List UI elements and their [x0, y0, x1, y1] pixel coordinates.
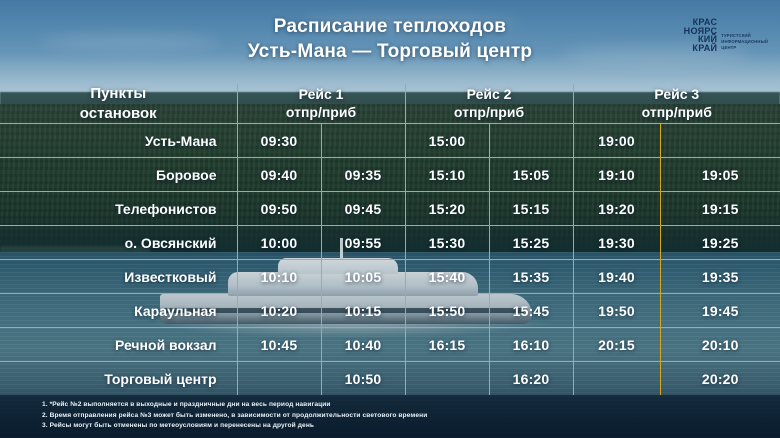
table-row: Телефонистов 09:50 09:45 15:20 15:15 19:…: [0, 191, 780, 227]
trip1-departure: 10:10: [236, 259, 321, 295]
trip3-departure: [572, 361, 660, 395]
trip3-arrival: 20:20: [659, 361, 780, 395]
trip2-departure: 15:50: [404, 293, 489, 329]
table-header-row: Пункты остановок Рейс 1 отпр/приб Рейс 2…: [0, 84, 780, 124]
logo-subtitle-line3: ЦЕНТР: [721, 44, 737, 50]
trip2-arrival: 15:15: [488, 191, 573, 227]
stop-name: Караульная: [0, 293, 237, 329]
trip2-departure: 15:40: [404, 259, 489, 295]
trip1-departure: 10:45: [236, 327, 321, 363]
trip2-arrival: 16:10: [488, 327, 573, 363]
trip3-arrival: [659, 123, 780, 159]
trip1-departure: 10:20: [236, 293, 321, 329]
stop-name: Торговый центр: [104, 370, 217, 387]
page-title: Расписание теплоходов Усть-Мана — Торгов…: [0, 14, 780, 64]
header-trip-3: Рейс 3 отпр/приб: [572, 84, 780, 124]
logo-line-2: НОЯРС: [683, 25, 718, 36]
trip1-departure: 09:40: [236, 157, 321, 193]
logo-wordmark: КРАС НОЯРС КИЙ КРАЙ: [684, 18, 718, 53]
table-row: Усть-Мана 09:30 15:00 19:00: [0, 123, 780, 159]
krasnoyarsk-krai-logo: КРАС НОЯРС КИЙ КРАЙ ТУРИСТСКИЙ ИНФОРМАЦИ…: [684, 18, 768, 53]
trip3-departure: 19:50: [572, 293, 660, 329]
trip3-departure: 19:20: [572, 191, 660, 227]
footnotes: 1. *Рейс №2 выполняется в выходные и пра…: [0, 395, 780, 438]
trip2-arrival: 15:35: [488, 259, 573, 295]
trip3-departure: 19:10: [572, 157, 660, 193]
trip2-departure: 15:10: [404, 157, 489, 193]
header-trip-1-sub: отпр/приб: [285, 103, 357, 120]
header-trip-2-name: Рейс 2: [466, 86, 512, 102]
header-stops-line2: остановок: [79, 104, 157, 122]
trip2-arrival: [488, 123, 573, 159]
table-row: Известковый 10:10 10:05 15:40 15:35 19:4…: [0, 259, 780, 295]
stop-name: Известковый: [0, 259, 237, 295]
trip3-departure: 20:15: [572, 327, 660, 363]
schedule-table-container: Пункты остановок Рейс 1 отпр/приб Рейс 2…: [0, 84, 780, 395]
logo-subtitle-line1: ТУРИСТСКИЙ: [721, 33, 751, 38]
trip2-arrival: 15:25: [488, 225, 573, 261]
header-trip-1: Рейс 1 отпр/приб: [236, 84, 405, 124]
logo-subtitle-line2: ИНФОРМАЦИОННЫЙ: [721, 38, 768, 44]
logo-subtitle: ТУРИСТСКИЙ ИНФОРМАЦИОННЫЙ ЦЕНТР: [721, 18, 768, 50]
trip3-arrival: 19:35: [659, 259, 780, 295]
schedule-table: Пункты остановок Рейс 1 отпр/приб Рейс 2…: [0, 84, 780, 395]
trip3-arrival: 19:05: [659, 157, 780, 193]
trip1-arrival: 10:50: [320, 361, 405, 395]
trip2-departure: 15:20: [404, 191, 489, 227]
header-stops: Пункты остановок: [0, 84, 237, 124]
table-row: о. Овсянский 10:00 09:55 15:30 15:25 19:…: [0, 225, 780, 261]
trip1-arrival: [320, 123, 405, 159]
table-row: Речной вокзал 10:45 10:40 16:15 16:10 20…: [0, 327, 780, 363]
page-title-line1: Расписание теплоходов: [273, 16, 507, 37]
schedule-table-body: Усть-Мана 09:30 15:00 19:00 Боровое 09:4…: [0, 123, 780, 395]
table-row: Торговый центр 10:50 16:20 20:20: [0, 361, 780, 395]
trip3-arrival: 19:25: [659, 225, 780, 261]
header-trip-2: Рейс 2 отпр/приб: [404, 84, 573, 124]
trip3-departure: 19:30: [572, 225, 660, 261]
header-stops-line1: Пункты: [90, 85, 147, 102]
trip1-arrival: 09:35: [320, 157, 405, 193]
header-trip-1-name: Рейс 1: [298, 86, 344, 102]
trip2-departure: [404, 361, 489, 395]
trip2-arrival: 16:20: [488, 361, 573, 395]
logo-line-3: КИЙ: [697, 34, 718, 45]
stop-name: о. Овсянский: [0, 225, 237, 261]
header-trip-2-sub: отпр/приб: [453, 103, 525, 120]
trip2-departure: 16:15: [404, 327, 489, 363]
stop-name: Усть-Мана: [0, 123, 237, 159]
trip3-arrival: 20:10: [659, 327, 780, 363]
logo-line-1: КРАС: [692, 17, 718, 27]
trip1-arrival: 10:15: [320, 293, 405, 329]
trip2-arrival: 15:45: [488, 293, 573, 329]
trip2-departure: 15:30: [404, 225, 489, 261]
footnote-2: 2. Время отправления рейса №3 может быть…: [42, 411, 428, 419]
trip3-arrival: 19:15: [659, 191, 780, 227]
footnote-3: 3. Рейсы могут быть отменены по метеоусл…: [42, 422, 315, 430]
trip3-arrival: 19:45: [659, 293, 780, 329]
trip1-departure: 09:30: [236, 123, 321, 159]
trip1-arrival: 09:45: [320, 191, 405, 227]
stop-name: Боровое: [0, 157, 237, 193]
trip2-arrival: 15:05: [488, 157, 573, 193]
trip1-arrival: 10:05: [320, 259, 405, 295]
logo-line-4: КРАЙ: [692, 42, 718, 53]
trip1-arrival: 10:40: [320, 327, 405, 363]
header-trip-3-sub: отпр/приб: [641, 103, 712, 120]
trip2-departure: 15:00: [404, 123, 489, 159]
stop-name: Речной вокзал: [0, 327, 237, 363]
table-row: Караульная 10:20 10:15 15:50 15:45 19:50…: [0, 293, 780, 329]
trip1-departure: [236, 361, 321, 395]
trip3-departure: 19:40: [572, 259, 660, 295]
trip1-departure: 10:00: [236, 225, 321, 261]
header-trip-3-name: Рейс 3: [654, 86, 700, 102]
trip1-departure: 09:50: [236, 191, 321, 227]
trip3-departure: 19:00: [572, 123, 660, 159]
page-title-line2: Усть-Мана — Торговый центр: [247, 41, 533, 63]
table-row: Боровое 09:40 09:35 15:10 15:05 19:10 19…: [0, 157, 780, 193]
trip1-arrival: 09:55: [320, 225, 405, 261]
footnote-1: 1. *Рейс №2 выполняется в выходные и пра…: [42, 401, 331, 408]
stop-name: Телефонистов: [0, 191, 237, 227]
